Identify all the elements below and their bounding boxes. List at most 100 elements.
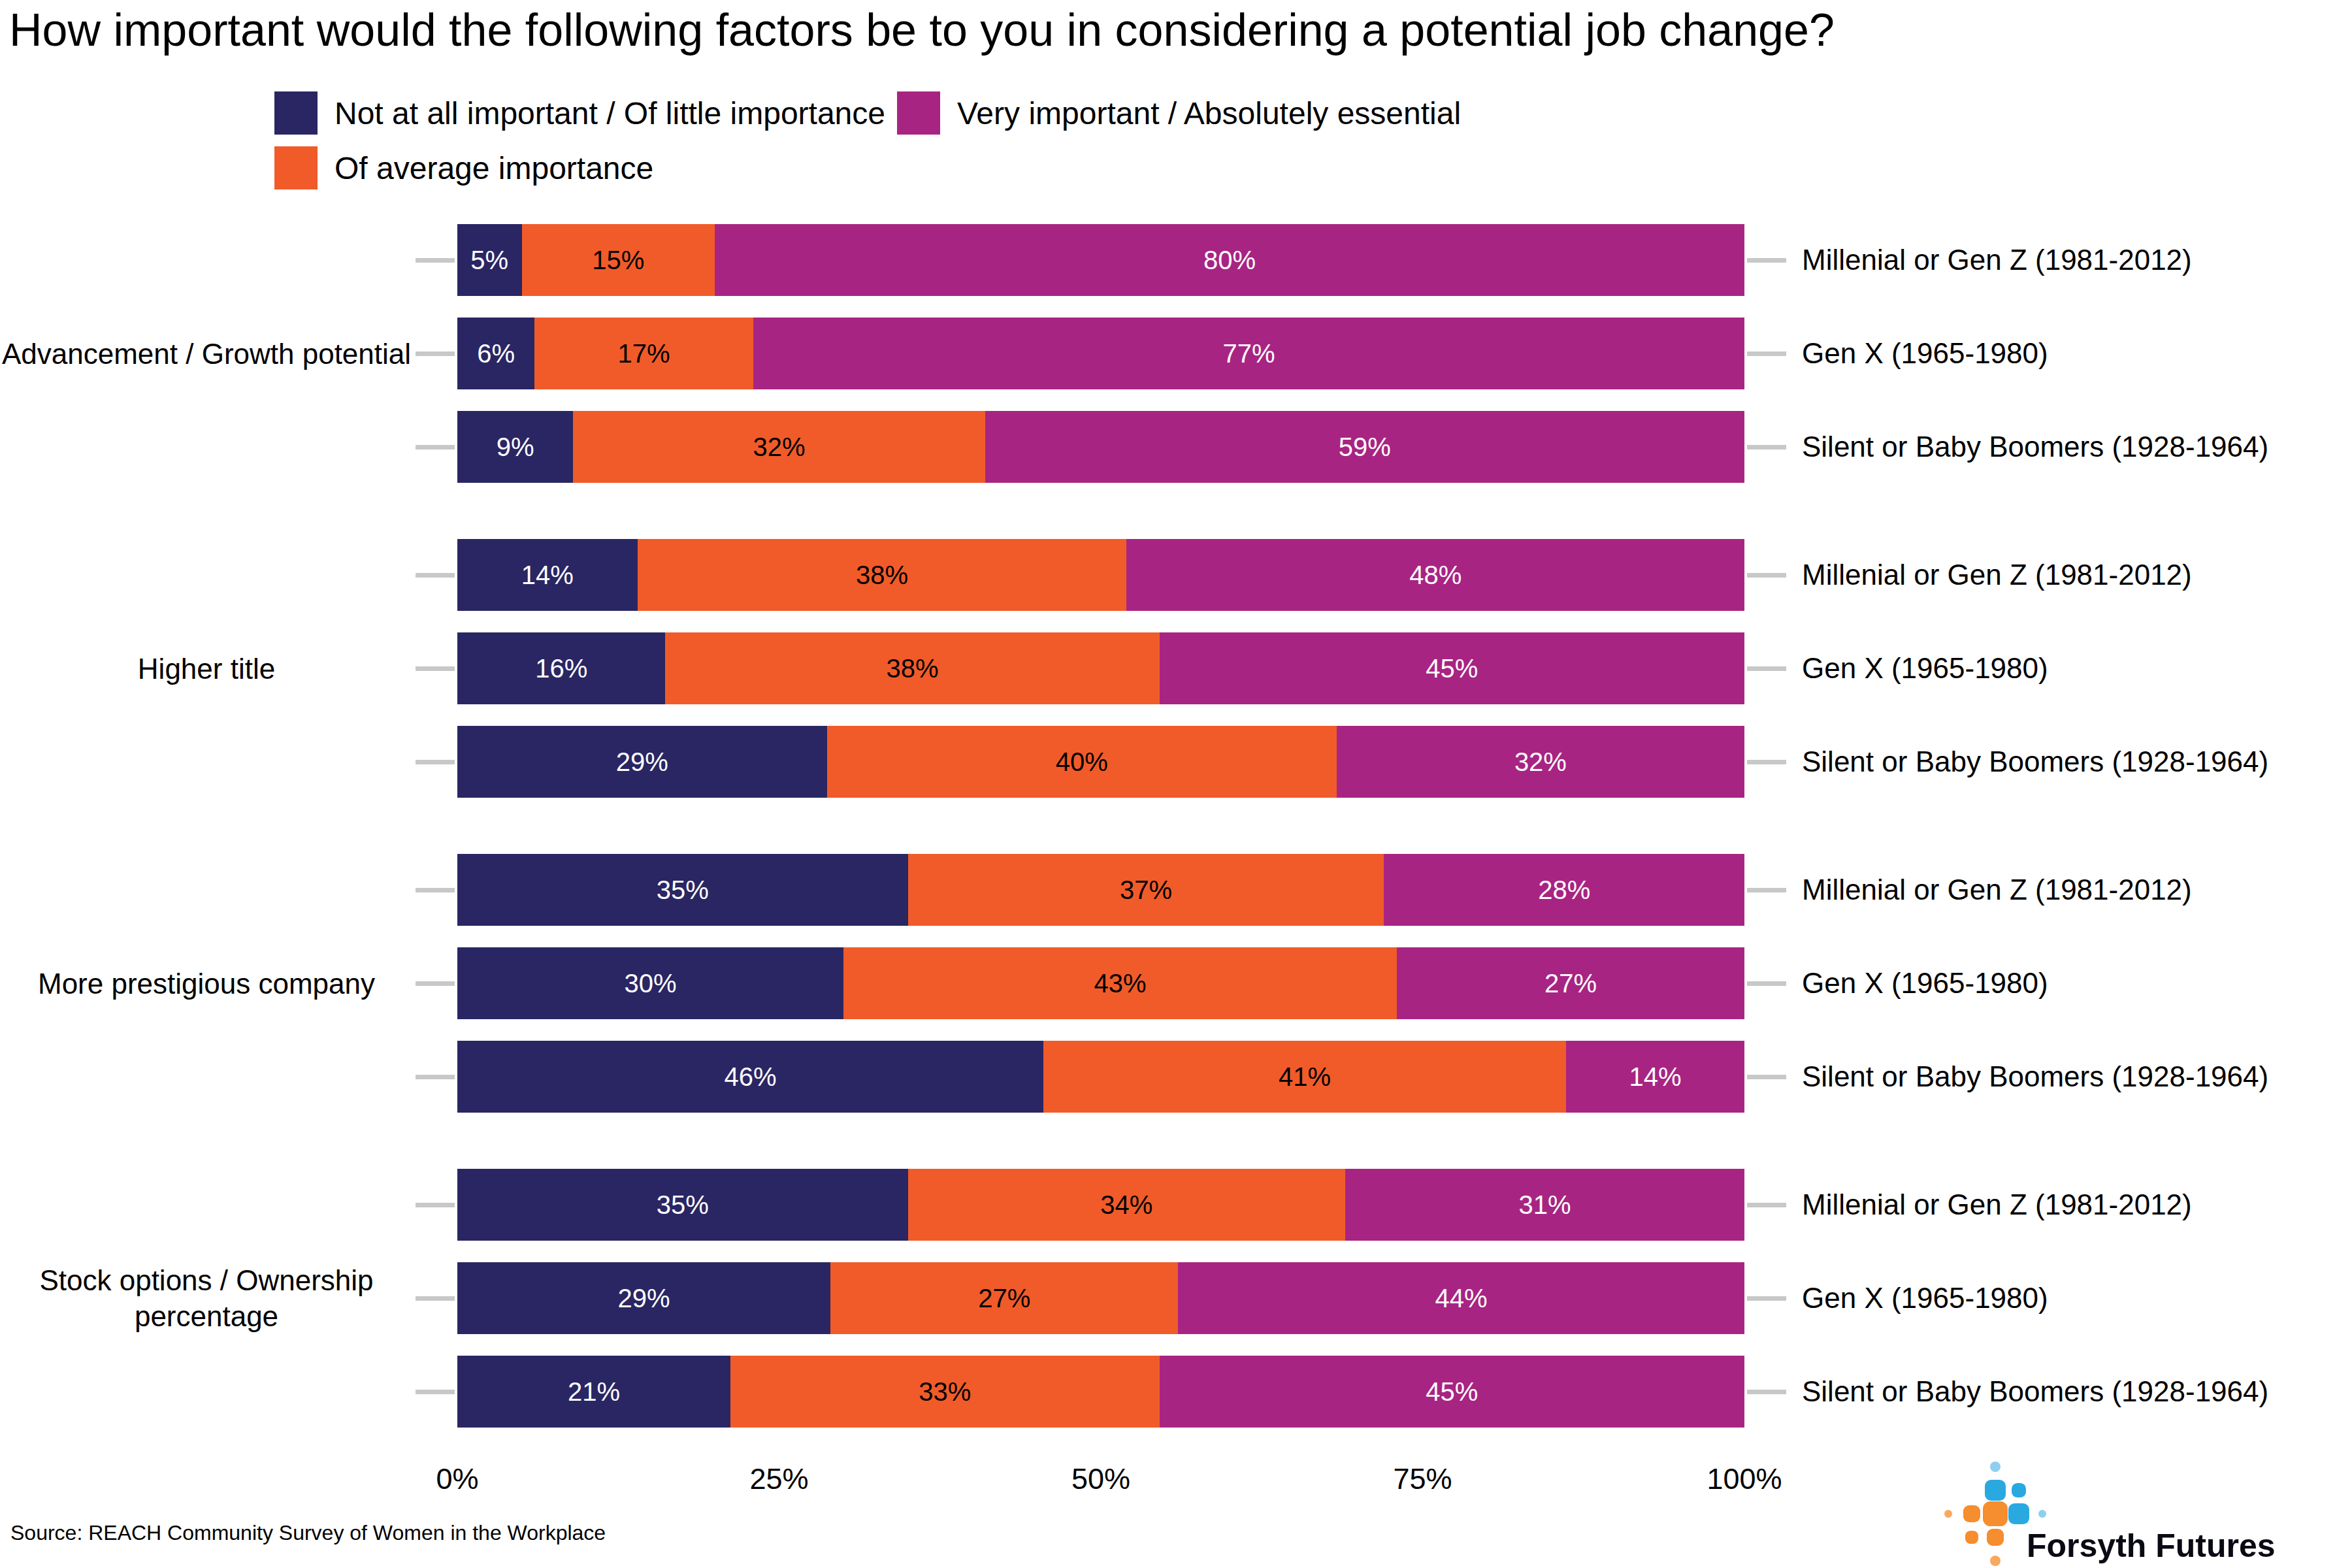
bar-row: 46%41%14% Silent or Baby Boomers (1928-19… — [0, 1041, 2352, 1113]
bar-group: Stock options / Ownership percentage35%3… — [0, 1169, 2352, 1428]
logo-dot — [1990, 1556, 2001, 1566]
right-axis-tick — [1747, 760, 1786, 764]
bar-row: 29%27%44%Gen X (1965-1980) — [0, 1262, 2352, 1334]
stacked-bar: 21%33%45% — [457, 1356, 1744, 1428]
bar-segment-very-important: 32% — [1337, 726, 1744, 798]
row-label: Gen X (1965-1980) — [1802, 632, 2048, 704]
x-tick-label: 25% — [749, 1462, 808, 1496]
bar-row: 29% 40% 32% Silent or Baby Boomers (1928-19… — [0, 726, 2352, 798]
right-axis-tick — [1747, 1296, 1786, 1301]
x-tick-label: 0% — [436, 1462, 478, 1496]
bar-value-label: 16% — [535, 654, 587, 683]
legend-label-not-important: Not at all important / Of little importa… — [335, 95, 885, 131]
bar-segment-very-important: 31% — [1345, 1169, 1744, 1241]
bar-segment-average-importance: 41% — [1043, 1041, 1566, 1113]
bar-segment-average-importance: 43% — [843, 947, 1397, 1019]
bar-value-label: 17% — [618, 339, 670, 368]
left-axis-tick — [416, 760, 455, 764]
stacked-bar: 9%32%59% — [457, 411, 1744, 483]
logo-dot — [1987, 1529, 2004, 1546]
bar-value-label: 15% — [592, 246, 644, 275]
bar-segment-very-important: 44% — [1178, 1262, 1744, 1334]
bar-row: 6% 17% 77% Gen X (1965-1980) — [0, 318, 2352, 389]
bar-segment-very-important: 45% — [1160, 632, 1744, 704]
row-label: Millenial or Gen Z (1981-2012) — [1802, 1169, 2192, 1241]
bar-segment-not-important: 29% — [457, 726, 827, 798]
right-axis-tick — [1747, 573, 1786, 578]
left-axis-tick — [416, 258, 455, 263]
right-axis-tick — [1747, 888, 1786, 892]
bar-value-label: 48% — [1409, 561, 1462, 590]
bar-segment-not-important: 21% — [457, 1356, 730, 1428]
bar-segment-very-important: 14% — [1566, 1041, 1744, 1113]
row-label: Millenial or Gen Z (1981-2012) — [1802, 224, 2192, 296]
stacked-bar: 46%41%14% — [457, 1041, 1744, 1113]
legend-item-very-important: Very important / Absolutely essential — [897, 91, 1461, 135]
bar-segment-not-important: 46% — [457, 1041, 1043, 1113]
x-tick-label: 75% — [1393, 1462, 1452, 1496]
chart-canvas: How important would the following factor… — [0, 0, 2352, 1568]
logo-dot — [1990, 1462, 2001, 1472]
bar-value-label: 45% — [1426, 1377, 1478, 1407]
bar-value-label: 44% — [1435, 1284, 1488, 1313]
bar-row: 35%37%28%Millenial or Gen Z (1981-2012) — [0, 854, 2352, 926]
page: { "title": "How important would the foll… — [0, 0, 2352, 1568]
bar-group: Advancement / Growth potential5%15%80%Mi… — [0, 224, 2352, 483]
row-label: Silent or Baby Boomers (1928-1964) — [1802, 1041, 2268, 1113]
bar-value-label: 80% — [1203, 246, 1256, 275]
bar-segment-not-important: 5% — [457, 224, 522, 296]
bar-value-label: 31% — [1519, 1190, 1571, 1220]
bar-segment-average-importance: 37% — [908, 854, 1384, 926]
bar-value-label: 40% — [1056, 747, 1108, 777]
right-axis-tick — [1747, 258, 1786, 263]
bar-value-label: 77% — [1222, 339, 1275, 368]
bar-segment-very-important: 28% — [1384, 854, 1744, 926]
legend: Not at all important / Of little importa… — [274, 91, 1461, 189]
row-label: Silent or Baby Boomers (1928-1964) — [1802, 726, 2268, 798]
bar-value-label: 9% — [497, 433, 534, 462]
bar-value-label: 28% — [1538, 875, 1590, 905]
left-axis-tick — [416, 1296, 455, 1301]
left-axis-tick — [416, 1203, 455, 1207]
row-label: Gen X (1965-1980) — [1802, 947, 2048, 1019]
logo-dot — [1985, 1480, 2006, 1501]
bar-segment-average-importance: 38% — [665, 632, 1159, 704]
bar-segment-very-important: 48% — [1126, 539, 1744, 611]
bar-value-label: 30% — [624, 969, 676, 998]
bar-value-label: 27% — [1544, 969, 1597, 998]
legend-label-very-important: Very important / Absolutely essential — [957, 95, 1461, 131]
bar-value-label: 38% — [856, 561, 908, 590]
bar-row: 35%34%31% Millenial or Gen Z (1981-2012) — [0, 1169, 2352, 1241]
bar-value-label: 59% — [1339, 433, 1391, 462]
bar-value-label: 5% — [470, 246, 508, 275]
source-note: Source: REACH Community Survey of Women … — [10, 1521, 606, 1545]
right-axis-tick — [1747, 445, 1786, 449]
bar-segment-not-important: 9% — [457, 411, 573, 483]
legend-item-not-important: Not at all important / Of little importa… — [274, 91, 885, 135]
stacked-bar: 5% 15% 80% — [457, 224, 1744, 296]
bar-row: 30% 43% 27% Gen X (1965-1980) — [0, 947, 2352, 1019]
bar-value-label: 35% — [657, 875, 709, 905]
bar-row: 14%38%48%Millenial or Gen Z (1981-2012) — [0, 539, 2352, 611]
bar-value-label: 32% — [1514, 747, 1567, 777]
bar-value-label: 14% — [521, 561, 574, 590]
stacked-bar: 35%34%31% — [457, 1169, 1744, 1241]
bar-group: More prestigious company35%37%28%Milleni… — [0, 854, 2352, 1113]
stacked-bar: 6% 17% 77% — [457, 318, 1744, 389]
logo-dot — [2038, 1510, 2046, 1518]
left-axis-tick — [416, 1075, 455, 1079]
forsyth-futures-logo: Forsyth Futures — [1953, 1454, 2345, 1568]
x-tick-label: 50% — [1071, 1462, 1130, 1496]
stacked-bar: 35% 37% 28% — [457, 854, 1744, 926]
left-axis-tick — [416, 573, 455, 578]
row-label: Gen X (1965-1980) — [1802, 318, 2048, 389]
bar-value-label: 21% — [568, 1377, 620, 1407]
bar-segment-very-important: 45% — [1160, 1356, 1744, 1428]
logo-dot — [1963, 1505, 1980, 1522]
bar-segment-average-importance: 27% — [830, 1262, 1178, 1334]
bar-segment-not-important: 16% — [457, 632, 665, 704]
bar-segment-not-important: 6% — [457, 318, 534, 389]
legend-item-average-importance: Of average importance — [274, 146, 885, 189]
left-axis-tick — [416, 888, 455, 892]
right-axis-tick — [1747, 1075, 1786, 1079]
